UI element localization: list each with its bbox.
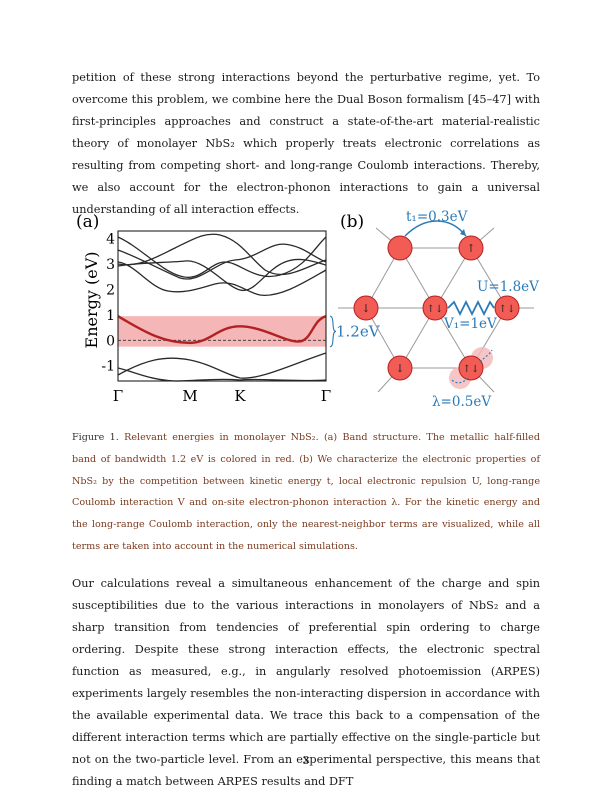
site-center: ↑↓ (422, 295, 448, 321)
t-label: t₁=0.3eV (406, 209, 468, 225)
y-tick-label: 3 (106, 257, 115, 273)
body-paragraph-1: petition of these strong interactions be… (72, 71, 540, 216)
coulomb-zigzag (447, 299, 495, 317)
phonon-arrow (479, 349, 493, 363)
hopping-arrowhead (460, 229, 466, 236)
band-line (117, 367, 241, 382)
x-tick-label: K (234, 387, 246, 405)
x-tick-label: M (182, 387, 197, 405)
plot-frame (117, 230, 327, 382)
figure-caption: Figure 1. Relevant energies in monolayer… (72, 427, 540, 558)
x-tick-label: Γ (321, 387, 331, 405)
site-bottom-left: ↓ (387, 355, 413, 381)
caption-lead: Figure 1. (72, 432, 119, 443)
site-bottom-right: ↑↓ (458, 355, 484, 381)
y-tick-label: 0 (106, 333, 115, 349)
spin-symbol: ↓ (395, 362, 404, 375)
bandwidth-label: 1.2eV (336, 322, 381, 340)
y-tick-label: -1 (101, 359, 115, 375)
u-label: U=1.8eV (477, 279, 539, 295)
y-axis-label: Energy (eV) (82, 252, 101, 349)
band-lines (117, 233, 327, 382)
band-line (117, 352, 327, 379)
site-mid-left: ↓ (353, 295, 379, 321)
band-line (117, 258, 327, 291)
site-mid-right: ↑↓ (494, 295, 520, 321)
hopping-arrow (404, 220, 467, 237)
half-filled-band-line (117, 315, 327, 345)
band-line (117, 236, 327, 279)
x-tick-label: Γ (113, 387, 123, 405)
lambda-label: λ=0.5eV (432, 394, 491, 410)
body-paragraph-2: Our calculations reveal a simultaneous e… (72, 577, 540, 788)
panel-b-label: (b) (340, 212, 364, 232)
phonon-arrow (451, 377, 469, 384)
band-line (117, 233, 327, 276)
band-line (239, 378, 327, 382)
site-top-left (387, 235, 413, 261)
band-line (117, 261, 327, 296)
bandwidth-brace (329, 315, 337, 348)
caption-body: Relevant energies in monolayer NbS₂. (a)… (72, 432, 540, 552)
spin-symbol: ↑↓ (499, 304, 516, 315)
spin-symbol: ↑↓ (427, 304, 444, 315)
band-line (117, 243, 327, 280)
site-top-right: ↑ (458, 235, 484, 261)
y-tick-label: 1 (106, 308, 115, 324)
spin-symbol: ↑ (466, 242, 475, 255)
lattice-sites: ↑ ↓ ↑↓ ↑↓ ↓ ↑↓ (353, 235, 520, 381)
page-number: 3 (302, 754, 310, 767)
spin-symbol: ↑↓ (463, 364, 480, 375)
y-tick-label: 4 (106, 232, 115, 248)
spin-symbol: ↓ (361, 302, 370, 315)
y-tick-label: 2 (106, 282, 115, 298)
v-label: V₁=1eV (443, 316, 497, 332)
panel-a-label: (a) (76, 212, 99, 232)
y-tick-labels: 4 3 2 1 0 -1 (101, 232, 115, 375)
